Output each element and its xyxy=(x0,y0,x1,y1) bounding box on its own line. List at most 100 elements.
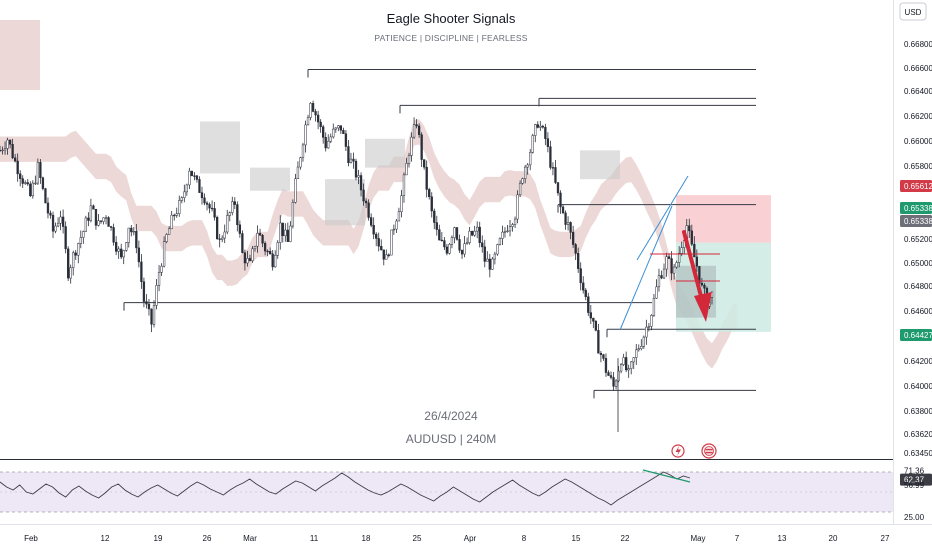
candle xyxy=(488,253,491,278)
candle xyxy=(175,207,178,218)
candle-body xyxy=(589,312,592,319)
candle xyxy=(233,197,236,210)
candle xyxy=(215,215,219,240)
candle-body xyxy=(286,229,289,242)
candle-body xyxy=(160,265,163,273)
candle xyxy=(94,208,98,230)
candle xyxy=(357,169,360,185)
candle-body xyxy=(667,256,671,259)
candle xyxy=(251,246,254,263)
candle-body xyxy=(665,256,668,270)
cloud-bull-area xyxy=(325,179,365,226)
candle-body xyxy=(309,103,312,118)
candle xyxy=(294,173,297,204)
price-tick-label: 0.64200 xyxy=(904,357,932,366)
candle-body xyxy=(152,305,156,325)
candle xyxy=(54,222,57,234)
candle xyxy=(493,251,497,265)
candle xyxy=(443,237,446,250)
candle-body xyxy=(99,220,103,222)
candle-body xyxy=(587,296,590,313)
time-tick-label: Mar xyxy=(243,534,257,543)
time-tick-label: 12 xyxy=(101,534,110,543)
candle-body xyxy=(183,191,186,198)
candle-body xyxy=(405,163,408,176)
price-tick-label: 0.66200 xyxy=(904,112,932,121)
candle-body xyxy=(342,129,345,134)
candle xyxy=(541,124,544,129)
candle-body xyxy=(316,114,320,123)
candle xyxy=(412,117,416,139)
candle xyxy=(660,270,663,280)
candle xyxy=(314,108,317,122)
candle xyxy=(107,216,110,227)
annotation-date: 26/4/2024 xyxy=(424,409,478,423)
candle-body xyxy=(402,174,406,196)
candle xyxy=(460,249,464,259)
candle-body xyxy=(276,242,279,256)
candle xyxy=(463,236,466,258)
candle-body xyxy=(185,184,188,193)
cloud-bull-area xyxy=(580,150,620,180)
candle xyxy=(59,210,62,231)
candle xyxy=(145,294,148,309)
candle xyxy=(476,221,479,239)
candle-body xyxy=(243,252,247,264)
candle-body xyxy=(627,368,630,371)
candle-body xyxy=(377,238,380,247)
candle-body xyxy=(205,202,209,205)
candle xyxy=(39,159,42,184)
candle-body xyxy=(1,149,4,152)
price-axis[interactable]: 0.66800 0.66600 0.66400 0.66200 0.66000 0.658… xyxy=(904,40,932,458)
candle-body xyxy=(203,197,206,204)
lightning-icon[interactable] xyxy=(671,444,685,458)
candle xyxy=(637,344,640,352)
candle-body xyxy=(352,158,355,162)
candle-body xyxy=(688,225,691,232)
candle-body xyxy=(513,218,517,225)
candle xyxy=(140,254,143,289)
candle xyxy=(263,241,267,256)
candle-body xyxy=(311,103,315,112)
candle-body xyxy=(253,245,257,250)
candle-body xyxy=(470,230,474,236)
candle xyxy=(344,130,348,151)
candle xyxy=(678,246,681,268)
flag-icon[interactable] xyxy=(701,443,717,459)
rsi-line xyxy=(0,471,691,506)
candle-body xyxy=(503,231,507,233)
candle xyxy=(218,234,221,248)
candle-body xyxy=(155,285,158,306)
trendline-upper[interactable] xyxy=(636,175,689,261)
candle-body xyxy=(13,157,17,162)
candle xyxy=(486,251,489,262)
candle-body xyxy=(695,256,699,267)
candle xyxy=(61,209,65,234)
candle-body xyxy=(526,164,529,168)
candle-body xyxy=(511,224,514,227)
candle-body xyxy=(359,175,363,191)
candle-body xyxy=(31,182,34,197)
candle xyxy=(137,240,141,268)
time-tick-label: 13 xyxy=(778,534,787,543)
candle-body xyxy=(82,231,85,238)
rsi-divergence-line[interactable] xyxy=(642,469,691,483)
time-tick-label: 19 xyxy=(154,534,163,543)
candle xyxy=(102,217,105,225)
candle xyxy=(19,170,22,187)
candle-body xyxy=(397,211,401,222)
candle xyxy=(602,353,605,361)
candle-body xyxy=(417,125,421,135)
trendline-lower[interactable] xyxy=(619,205,673,331)
candle xyxy=(625,351,628,373)
candle-body xyxy=(125,242,128,251)
time-axis[interactable]: Feb 12 19 26 Mar 11 18 25 Apr 8 15 22 May 7 13 20 27 xyxy=(24,534,890,543)
candle xyxy=(261,234,264,248)
candle xyxy=(125,242,128,252)
candle-body xyxy=(443,240,446,248)
candle-body xyxy=(49,212,52,216)
currency-selector[interactable]: USD xyxy=(899,2,927,21)
candle xyxy=(473,225,476,237)
